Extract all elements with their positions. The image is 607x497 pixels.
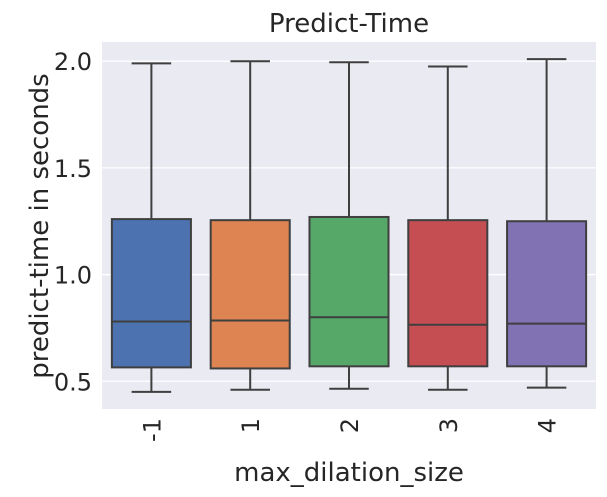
y-tick-label: 1.5: [54, 155, 92, 183]
x-axis-title: max_dilation_size: [234, 458, 464, 488]
box-body: [110, 218, 192, 369]
x-tick-label: 2: [336, 418, 364, 433]
x-tick-label: 3: [435, 418, 463, 433]
y-axis-title: predict-time in seconds: [25, 73, 55, 378]
box-body: [209, 219, 291, 370]
box-1: [110, 62, 192, 393]
y-tick-label: 2.0: [54, 48, 92, 76]
y-tick-label: 0.5: [54, 368, 92, 396]
x-tick-label: 4: [534, 418, 562, 433]
box-body: [308, 215, 390, 368]
x-tick-label: 1: [237, 418, 265, 433]
y-tick-label: 1.0: [54, 262, 92, 290]
box-body: [506, 220, 588, 368]
box-4: [407, 65, 489, 391]
box-3: [308, 61, 390, 390]
chart-title: Predict-Time: [269, 9, 429, 39]
box-body: [407, 219, 489, 368]
boxes: [110, 58, 588, 393]
box-5: [506, 58, 588, 389]
x-tick-label: -1: [138, 418, 166, 442]
box-2: [209, 60, 291, 391]
x-tick-labels: -1 1 2 3 4: [138, 418, 561, 442]
y-tick-labels: 0.5 1.0 1.5 2.0: [54, 48, 92, 396]
